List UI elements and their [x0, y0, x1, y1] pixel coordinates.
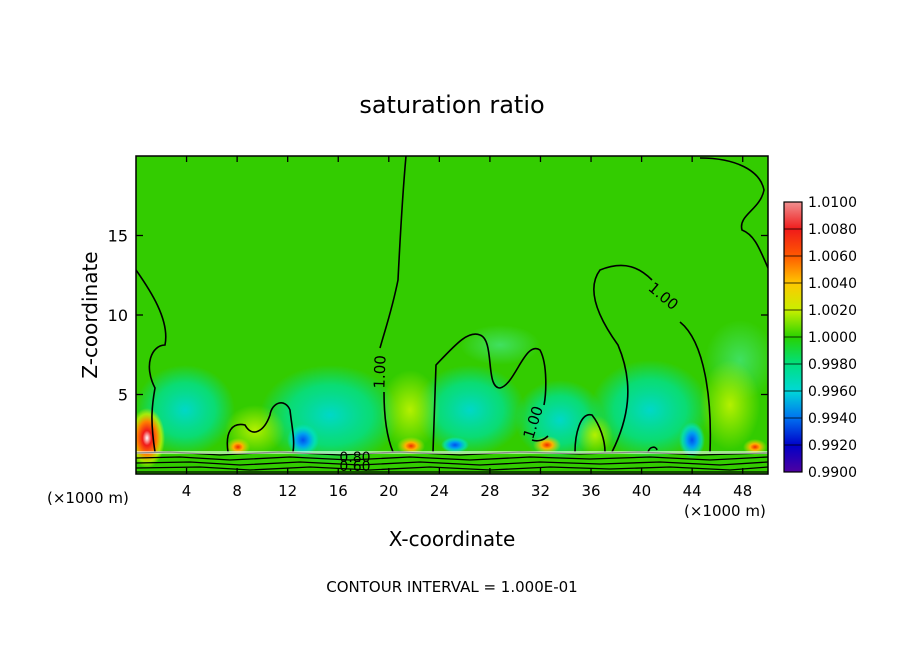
- x-unit-left: (×1000 m): [47, 489, 129, 507]
- y-axis: 5 10 15: [108, 227, 768, 405]
- x-tick-label: 40: [632, 482, 651, 500]
- y-axis-label: Z-coordinate: [78, 251, 102, 378]
- colorbar-label: 0.9940: [808, 411, 857, 427]
- teal-anomaly: [460, 325, 540, 365]
- blue-anomaly: [679, 422, 705, 458]
- y-tick-label: 5: [118, 386, 128, 405]
- colorbar-label: 1.0100: [808, 195, 857, 211]
- x-tick-label: 16: [329, 482, 348, 500]
- surface-band: [136, 451, 768, 454]
- contour-label: 0.80: [339, 450, 370, 466]
- colorbar-segment: [784, 256, 802, 284]
- x-tick-label: 4: [182, 482, 192, 500]
- blue-anomaly: [287, 424, 319, 456]
- colorbar-segment: [784, 391, 802, 419]
- yellow-anomaly: [380, 370, 440, 450]
- contour-lines: [136, 156, 768, 453]
- colorbar-label: 1.0040: [808, 276, 857, 292]
- colorbar-label: 0.9980: [808, 357, 857, 373]
- colorbar: 1.0100 1.0080 1.0060 1.0040 1.0020 1.0000 0.99…: [783, 195, 857, 481]
- colorbar-label: 0.9960: [808, 384, 857, 400]
- contour-line: [699, 157, 768, 269]
- yellow-anomaly: [577, 415, 613, 455]
- contour-line: [647, 446, 658, 453]
- orange-anomaly: [397, 437, 425, 455]
- colorbar-segment: [784, 283, 802, 311]
- colorbar-segment: [784, 202, 802, 230]
- blue-anomaly: [441, 437, 469, 453]
- x-tick-label: 36: [581, 482, 600, 500]
- colorbar-segment: [784, 337, 802, 365]
- colorbar-label: 1.0020: [808, 303, 857, 319]
- contour-line: [226, 402, 295, 453]
- contour-line: [593, 264, 712, 453]
- x-axis: 4 8 12 16 20 24 28 32 36 40 44 48: [182, 156, 752, 500]
- x-tick-label: 8: [232, 482, 242, 500]
- contour-label: 0.60: [339, 459, 370, 475]
- x-tick-label: 32: [531, 482, 550, 500]
- x-tick-label: 48: [733, 482, 752, 500]
- contour-line: [574, 414, 606, 453]
- yellow-anomaly: [700, 360, 760, 450]
- colorbar-segment: [784, 418, 802, 446]
- x-tick-label: 44: [683, 482, 702, 500]
- x-axis-label: X-coordinate: [389, 527, 516, 551]
- anomaly-blobs: [136, 320, 768, 468]
- colorbar-label: 1.0060: [808, 249, 857, 265]
- y-tick-label: 10: [108, 306, 128, 325]
- y-tick-label: 15: [108, 227, 128, 246]
- chart-title: saturation ratio: [359, 91, 544, 119]
- contour-line: [379, 156, 407, 453]
- contour-line: [432, 333, 547, 453]
- x-tick-label: 24: [430, 482, 449, 500]
- colorbar-label: 0.9900: [808, 465, 857, 481]
- plot-area: 1.00 1.00 1.00 0.80 0.60: [136, 156, 768, 475]
- x-tick-label: 28: [480, 482, 499, 500]
- colorbar-segment: [784, 445, 802, 473]
- contour-interval-note: CONTOUR INTERVAL = 1.000E-01: [326, 578, 577, 596]
- colorbar-segment: [784, 364, 802, 392]
- contour-label: 1.00: [370, 355, 389, 389]
- contour-line: [531, 435, 549, 442]
- terrain-contour: [136, 461, 768, 466]
- red-anomaly: [136, 408, 165, 468]
- terrain-contour: [136, 456, 768, 461]
- x-tick-label: 20: [379, 482, 398, 500]
- contour-line: [136, 269, 167, 453]
- x-unit-right: (×1000 m): [684, 502, 766, 520]
- terrain-contour: [136, 466, 768, 471]
- x-tick-label: 12: [278, 482, 297, 500]
- colorbar-label: 1.0080: [808, 222, 857, 238]
- colorbar-segment: [784, 310, 802, 338]
- colorbar-label: 0.9920: [808, 438, 857, 454]
- colorbar-label: 1.0000: [808, 330, 857, 346]
- colorbar-segment: [784, 229, 802, 257]
